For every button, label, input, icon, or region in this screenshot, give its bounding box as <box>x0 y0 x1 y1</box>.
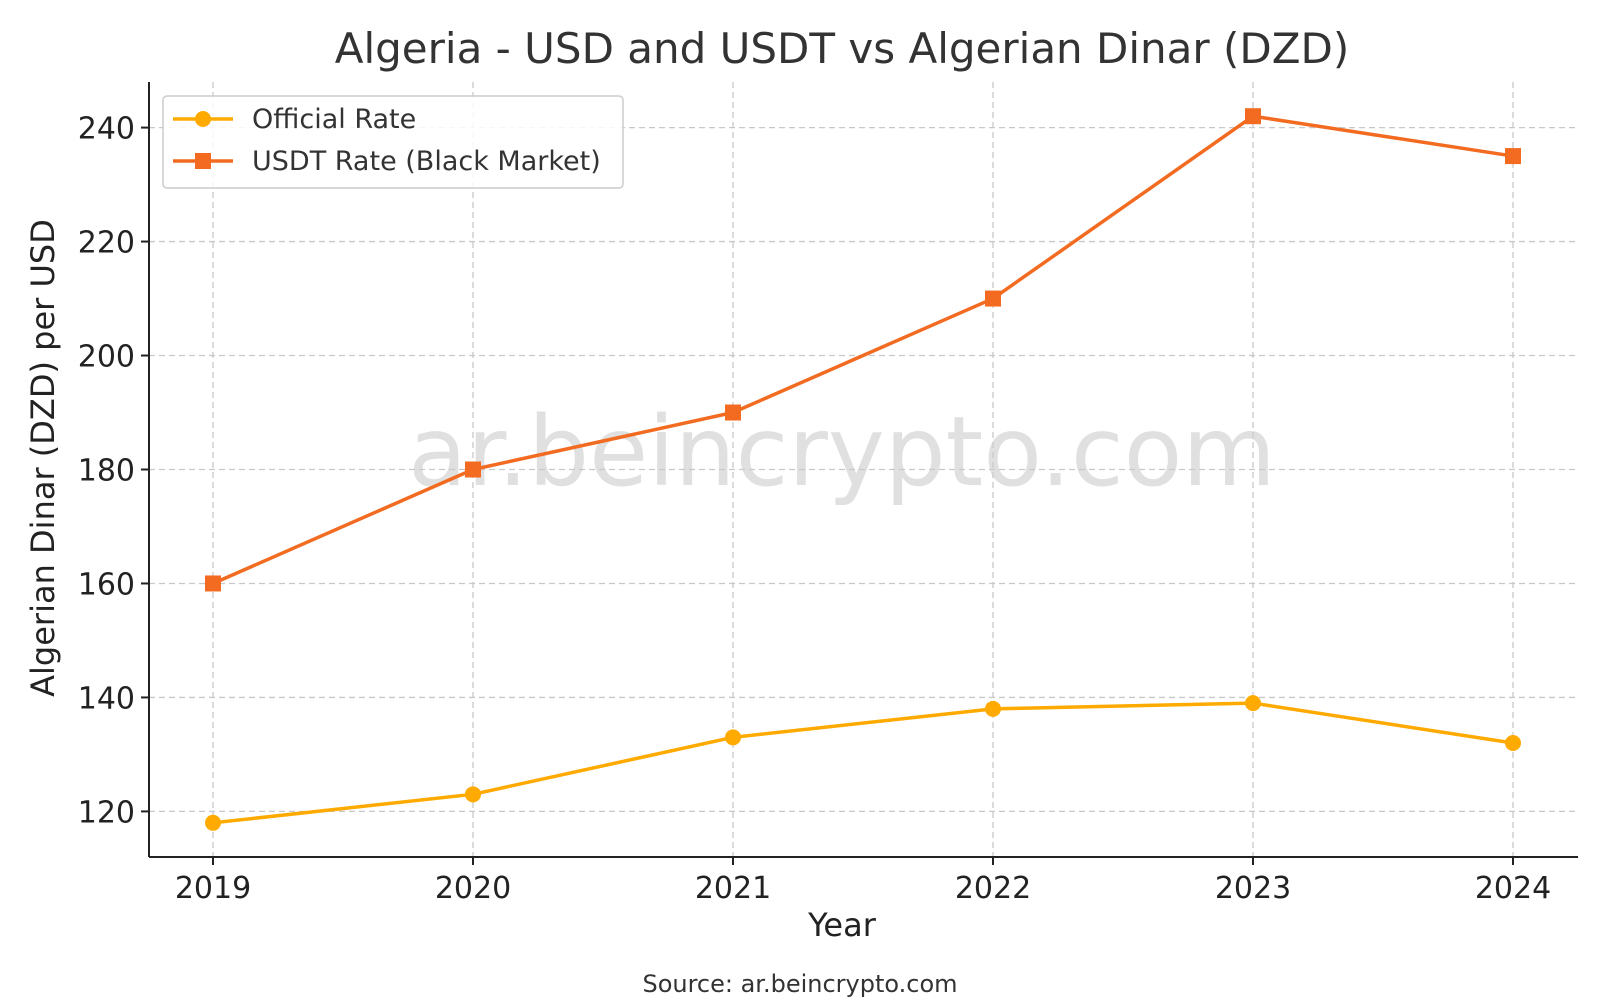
series-line-0 <box>212 701 1514 825</box>
y-tick-label-200: 200 <box>78 340 135 375</box>
series-0-point-2023 <box>1245 695 1261 712</box>
y-tick-label-240: 240 <box>78 112 135 147</box>
x-tick-label-2024: 2024 <box>1475 871 1551 906</box>
series-1-point-2019 <box>205 575 221 592</box>
source-note: Source: ar.beincrypto.com <box>642 970 957 998</box>
x-tick-label-2021: 2021 <box>695 871 771 906</box>
y-tick-label-120: 120 <box>78 795 135 830</box>
series-0-point-2020 <box>465 786 481 803</box>
legend-marker-0 <box>195 111 211 127</box>
legend: Official Rate USDT Rate (Black Market) <box>162 95 624 189</box>
watermark: ar.beincrypto.com <box>408 396 1276 508</box>
x-tick-label-2019: 2019 <box>175 871 251 906</box>
series-layer <box>205 108 1521 831</box>
series-line-1 <box>212 114 1514 586</box>
legend-box <box>162 95 624 189</box>
series-1-point-2022 <box>985 290 1001 307</box>
legend-label-1: USDT Rate (Black Market) <box>252 146 601 177</box>
legend-label-0: Official Rate <box>252 104 416 135</box>
y-tick-label-180: 180 <box>78 454 135 489</box>
y-tick-label-220: 220 <box>78 226 135 261</box>
axes-layer: 120 140 160 180 200 220 240 2019 2020 2021 2022 202… <box>78 82 1578 906</box>
legend-marker-1 <box>195 153 211 169</box>
chart-title: Algeria - USD and USDT vs Algerian Dinar… <box>335 24 1349 73</box>
series-0-point-2019 <box>205 814 221 831</box>
series-1-point-2021 <box>725 404 741 421</box>
series-1-point-2023 <box>1245 108 1261 125</box>
series-0-point-2024 <box>1505 735 1521 752</box>
y-axis-label: Algerian Dinar (DZD) per USD <box>24 219 62 697</box>
y-tick-label-140: 140 <box>78 681 135 716</box>
x-tick-label-2020: 2020 <box>435 871 511 906</box>
series-1-point-2024 <box>1505 148 1521 165</box>
series-0-point-2022 <box>985 700 1001 717</box>
y-tick-label-160: 160 <box>78 567 135 602</box>
series-1-point-2020 <box>465 461 481 478</box>
x-tick-label-2023: 2023 <box>1215 871 1291 906</box>
x-tick-label-2022: 2022 <box>955 871 1031 906</box>
x-axis-label: Year <box>807 906 877 944</box>
series-0-point-2021 <box>725 729 741 746</box>
legend-items: Official Rate USDT Rate (Black Market) <box>173 104 601 177</box>
grid-layer <box>149 82 1578 857</box>
